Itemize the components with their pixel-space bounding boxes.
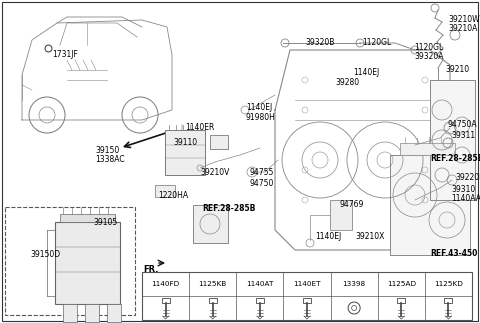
- Text: 1140FD: 1140FD: [152, 281, 180, 287]
- Text: 39150D: 39150D: [30, 250, 60, 259]
- Bar: [430, 80, 475, 200]
- Text: 1731JF: 1731JF: [52, 50, 78, 59]
- Bar: [390, 155, 470, 255]
- Text: REF.28-285B: REF.28-285B: [202, 204, 255, 213]
- Text: 1125KD: 1125KD: [434, 281, 463, 287]
- Text: 39210X: 39210X: [355, 232, 384, 241]
- Bar: [210, 135, 228, 149]
- Text: 1338AC: 1338AC: [95, 155, 125, 164]
- Text: 91980H: 91980H: [246, 113, 276, 122]
- Text: 1140EJ: 1140EJ: [246, 103, 272, 112]
- Bar: [165, 130, 205, 175]
- Text: 39110: 39110: [173, 138, 197, 147]
- Text: 39210W: 39210W: [448, 15, 480, 24]
- Text: 1140EJ: 1140EJ: [315, 232, 341, 241]
- Text: REF.43-450: REF.43-450: [430, 249, 478, 258]
- Text: 1220HA: 1220HA: [158, 191, 188, 200]
- Text: 39310: 39310: [451, 185, 475, 194]
- Bar: [55, 222, 120, 304]
- Text: 1140AT: 1140AT: [246, 281, 274, 287]
- Text: 39320A: 39320A: [414, 52, 444, 61]
- Text: 39210V: 39210V: [200, 168, 229, 177]
- Bar: [397, 298, 405, 303]
- Text: 39320B: 39320B: [305, 38, 335, 47]
- Text: 39150: 39150: [95, 146, 119, 155]
- Bar: [303, 298, 311, 303]
- Text: 94750: 94750: [249, 179, 274, 188]
- Text: 39311: 39311: [451, 131, 475, 140]
- Bar: [60, 214, 115, 222]
- Bar: [107, 304, 121, 322]
- Text: 39280: 39280: [335, 78, 359, 87]
- Bar: [162, 298, 169, 303]
- Text: 94769: 94769: [340, 200, 364, 209]
- Text: 1125KB: 1125KB: [199, 281, 227, 287]
- Text: FR.: FR.: [143, 265, 158, 274]
- Text: 13398: 13398: [343, 281, 366, 287]
- Bar: [5, 207, 135, 315]
- Text: 1140ER: 1140ER: [185, 123, 215, 132]
- Bar: [63, 304, 77, 322]
- Text: 1140AA: 1140AA: [451, 194, 480, 203]
- Text: 1125AD: 1125AD: [387, 281, 416, 287]
- Bar: [85, 304, 99, 322]
- Bar: [193, 205, 228, 243]
- Bar: [400, 143, 455, 155]
- Text: 94755: 94755: [249, 168, 274, 177]
- Text: 39105: 39105: [93, 218, 117, 227]
- Text: 1140ET: 1140ET: [293, 281, 321, 287]
- Text: 39210A: 39210A: [448, 24, 478, 33]
- Bar: [256, 298, 264, 303]
- Bar: [155, 185, 175, 197]
- Text: 1120GL: 1120GL: [414, 43, 443, 52]
- Bar: [330, 200, 352, 230]
- Text: REF.28-285B: REF.28-285B: [430, 154, 480, 163]
- Text: 94750A: 94750A: [447, 120, 477, 129]
- Bar: [142, 272, 472, 320]
- Bar: [209, 298, 216, 303]
- Text: 1140EJ: 1140EJ: [353, 68, 379, 77]
- Text: 1120GL: 1120GL: [362, 38, 391, 47]
- Text: 39210: 39210: [445, 65, 469, 74]
- Text: 39220E: 39220E: [455, 173, 480, 182]
- Bar: [444, 298, 453, 303]
